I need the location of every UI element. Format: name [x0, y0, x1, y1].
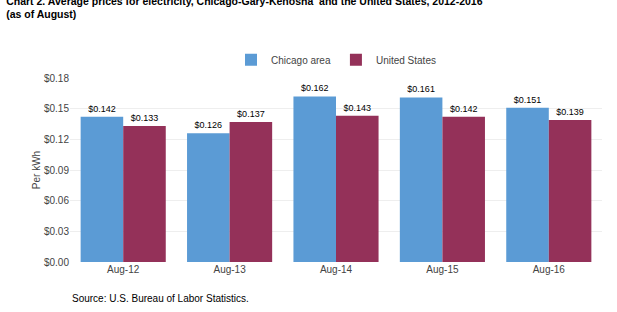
svg-text:$0.142: $0.142: [450, 104, 478, 114]
svg-text:$0.151: $0.151: [514, 95, 542, 105]
svg-text:Chart 2. Average prices for el: Chart 2. Average prices for electricity,…: [6, 0, 483, 20]
svg-text:$0.03: $0.03: [44, 226, 69, 237]
svg-text:Aug-15: Aug-15: [426, 264, 459, 275]
svg-text:$0.126: $0.126: [195, 120, 223, 130]
svg-text:$0.00: $0.00: [44, 257, 69, 268]
svg-text:Source: U.S. Bureau of Labor S: Source: U.S. Bureau of Labor Statistics.: [72, 293, 249, 304]
svg-text:$0.15: $0.15: [44, 103, 69, 114]
svg-text:$0.161: $0.161: [407, 84, 435, 94]
svg-text:$0.12: $0.12: [44, 134, 69, 145]
svg-text:$0.142: $0.142: [88, 104, 116, 114]
svg-text:United States: United States: [376, 55, 436, 66]
svg-text:Aug-16: Aug-16: [533, 264, 566, 275]
svg-text:Per kWh: Per kWh: [31, 151, 42, 189]
svg-text:$0.139: $0.139: [556, 107, 584, 117]
svg-text:$0.133: $0.133: [131, 113, 159, 123]
svg-text:$0.162: $0.162: [301, 83, 329, 93]
svg-text:Aug-13: Aug-13: [213, 264, 246, 275]
svg-text:$0.137: $0.137: [237, 109, 265, 119]
svg-text:$0.09: $0.09: [44, 165, 69, 176]
svg-text:Chicago area: Chicago area: [271, 55, 331, 66]
svg-text:$0.143: $0.143: [344, 103, 372, 113]
svg-text:Aug-14: Aug-14: [320, 264, 353, 275]
svg-text:$0.18: $0.18: [44, 73, 69, 84]
svg-text:$0.06: $0.06: [44, 195, 69, 206]
svg-text:Aug-12: Aug-12: [107, 264, 140, 275]
